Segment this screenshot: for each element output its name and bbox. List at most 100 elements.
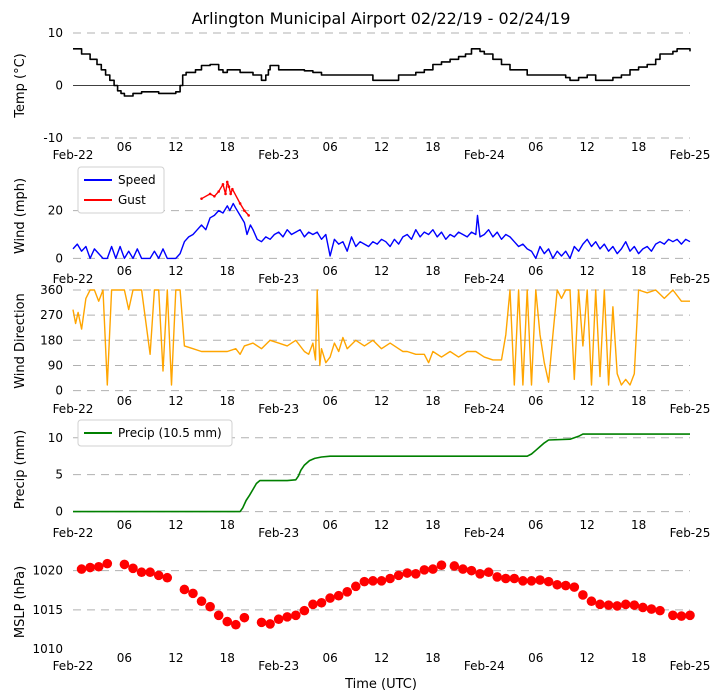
mslp-point-36 (410, 569, 421, 579)
mslp-point-41 (458, 564, 468, 574)
series-line-precip-precip-10-5-mm- (73, 433, 690, 513)
mslp-point-61 (629, 600, 640, 610)
x-tick-label-temp-3: 18 (220, 140, 235, 154)
x-tick-label-wind-10: 12 (580, 264, 595, 278)
y-axis-label-wind: Wind (mph) (13, 178, 28, 254)
series-line-temp-temp (73, 48, 691, 97)
x-tick-label-mslp-9: 06 (528, 651, 543, 665)
mslp-point-13 (205, 601, 215, 612)
y-tick-label-wdir-0: 0 (55, 384, 63, 398)
x-tick-label-wdir-11: 18 (631, 394, 646, 408)
gust-point-10 (238, 202, 242, 205)
mslp-point-18 (256, 617, 267, 628)
y-tick-label-wind-1: 20 (48, 204, 63, 218)
legend-label-wind-1: Gust (118, 193, 146, 207)
mslp-point-33 (385, 573, 395, 584)
x-tick-label-wind-1: 06 (117, 264, 132, 278)
mslp-point-14 (213, 610, 224, 621)
x-tick-label-wdir-7: 18 (425, 394, 440, 408)
x-tick-label-wind-7: 18 (425, 264, 440, 278)
x-tick-label-temp-2: 12 (168, 140, 183, 154)
mslp-point-0 (76, 564, 87, 574)
x-tick-label-mslp-12: Feb-25 (670, 659, 711, 673)
x-tick-label-wdir-12: Feb-25 (670, 402, 711, 416)
x-tick-label-wdir-2: 12 (168, 394, 183, 408)
mslp-point-38 (428, 564, 438, 574)
mslp-point-56 (586, 596, 597, 607)
mslp-point-34 (393, 570, 404, 581)
x-tick-label-mslp-6: 12 (374, 651, 389, 665)
mslp-point-30 (359, 576, 370, 587)
x-tick-label-wind-3: 18 (220, 264, 235, 278)
mslp-point-37 (419, 565, 430, 575)
x-tick-label-wind-12: Feb-25 (670, 272, 711, 286)
y-tick-label-mslp-0: 1010 (32, 642, 63, 656)
mslp-point-21 (282, 612, 293, 622)
mslp-point-57 (595, 599, 605, 610)
y-axis-label-temp: Temp (°C) (13, 53, 28, 119)
y-tick-label-wind-0: 0 (55, 251, 63, 265)
legend-box-wind (77, 166, 165, 214)
legend-box-precip (77, 419, 233, 447)
gust-point-8 (229, 192, 232, 196)
gust-point-1 (208, 192, 212, 196)
x-tick-label-precip-3: 18 (220, 518, 235, 532)
gust-point-5 (224, 192, 227, 196)
y-tick-label-precip-0: 0 (55, 505, 63, 519)
x-tick-label-wdir-8: Feb-24 (464, 402, 505, 416)
x-tick-label-precip-10: 12 (580, 518, 595, 532)
gust-point-12 (247, 214, 250, 217)
x-tick-label-wdir-1: 06 (117, 394, 132, 408)
x-tick-label-mslp-8: Feb-24 (464, 659, 505, 673)
mslp-point-11 (188, 588, 198, 599)
x-tick-label-precip-8: Feb-24 (464, 526, 505, 540)
x-tick-label-wdir-0: Feb-22 (53, 402, 94, 416)
mslp-point-64 (655, 605, 665, 616)
x-tick-label-mslp-1: 06 (117, 651, 132, 665)
gust-point-4 (221, 183, 225, 186)
y-axis-label-precip: Precip (mm) (13, 430, 28, 509)
x-tick-label-temp-11: 18 (631, 140, 646, 154)
mslp-point-40 (449, 561, 460, 571)
x-tick-label-wdir-6: 12 (374, 394, 389, 408)
panel-wdir: 0 90 180 270 360 Wind Direction Feb-22 06 12 18 Fe… (13, 283, 710, 416)
x-tick-label-wdir-3: 18 (220, 394, 235, 408)
x-tick-label-mslp-11: 18 (631, 651, 646, 665)
mslp-point-63 (646, 604, 657, 614)
gust-point-2 (213, 194, 216, 198)
mslp-point-28 (342, 587, 353, 597)
mslp-point-31 (368, 576, 378, 586)
mslp-point-53 (560, 580, 571, 591)
x-tick-label-precip-5: 06 (322, 518, 337, 532)
legend-precip: Precip (10.5 mm) (77, 419, 233, 447)
x-tick-label-mslp-4: Feb-23 (258, 659, 299, 673)
x-tick-label-precip-2: 12 (168, 518, 183, 532)
mslp-point-62 (638, 602, 648, 613)
x-tick-label-precip-7: 18 (425, 518, 440, 532)
mslp-point-27 (333, 590, 344, 601)
mslp-point-65 (668, 610, 678, 621)
mslp-point-4 (119, 559, 130, 570)
mslp-point-19 (265, 619, 275, 629)
gust-point-11 (243, 209, 246, 212)
y-tick-label-temp-1: 0 (55, 79, 63, 93)
x-tick-label-temp-10: 12 (580, 140, 595, 154)
y-axis-label-mslp: MSLP (hPa) (13, 566, 28, 638)
gust-point-6 (225, 180, 229, 184)
x-tick-label-temp-0: Feb-22 (53, 148, 94, 162)
mslp-point-66 (676, 611, 687, 621)
mslp-point-54 (569, 582, 580, 592)
panel-precip: 0 5 10 Precip (mm) Feb-22 06 12 18 Feb-23 06 12 18 F… (13, 419, 710, 540)
panel-temp: -10 0 10 Temp (°C) Feb-22 06 12 18 Feb-23 06 12 18 F… (13, 26, 710, 162)
panel-wind: 0 20 Wind (mph) Feb-22 06 12 18 Feb-23 06 12 18 Feb… (13, 166, 711, 286)
y-tick-label-temp-0: -10 (43, 131, 63, 145)
y-tick-label-wdir-3: 270 (40, 308, 63, 322)
legend-label-precip-0: Precip (10.5 mm) (118, 426, 222, 440)
x-tick-label-wind-4: Feb-23 (258, 272, 299, 286)
x-tick-label-precip-1: 06 (117, 518, 132, 532)
x-tick-label-mslp-7: 18 (425, 651, 440, 665)
x-tick-label-wdir-4: Feb-23 (258, 402, 299, 416)
y-tick-label-wdir-1: 90 (48, 358, 63, 372)
y-tick-label-precip-1: 5 (55, 468, 63, 482)
